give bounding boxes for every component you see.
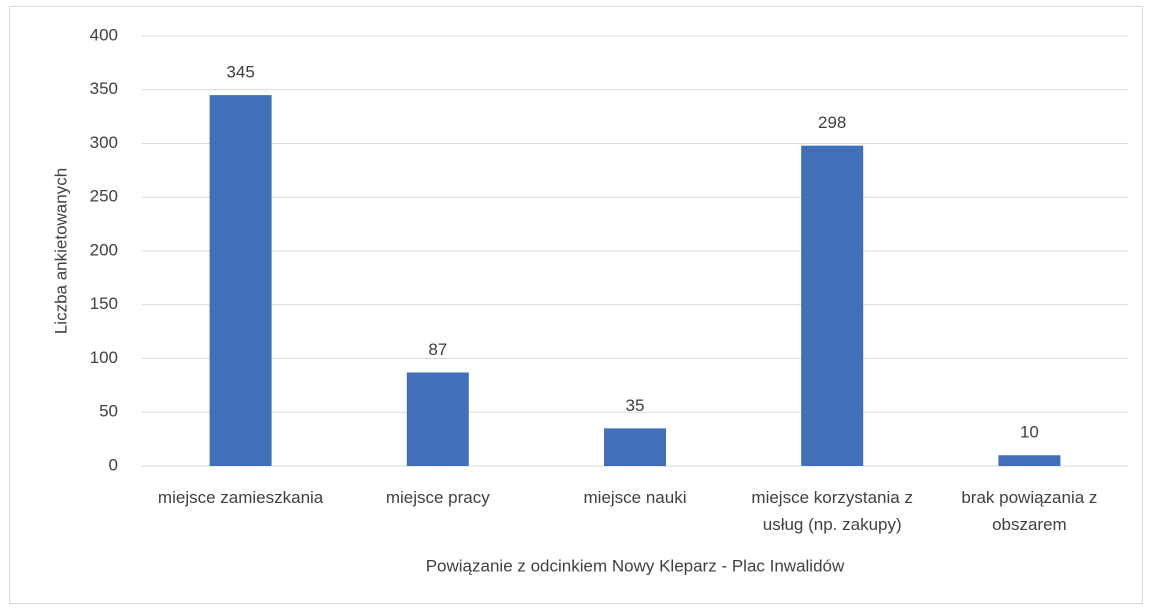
y-tick-label: 200	[90, 240, 118, 259]
data-label: 35	[626, 396, 645, 415]
x-tick-label: miejsce pracy	[385, 488, 490, 507]
bar	[406, 372, 469, 466]
bar	[604, 428, 666, 466]
y-tick-label: 350	[90, 79, 118, 98]
y-tick-label: 100	[90, 348, 118, 367]
y-tick-label: 400	[90, 25, 118, 44]
y-tick-label: 250	[90, 187, 118, 206]
x-tick-label: miejsce nauki	[583, 488, 687, 507]
data-label: 298	[818, 113, 846, 132]
x-axis-title: Powiązanie z odcinkiem Nowy Kleparz - Pl…	[426, 556, 845, 575]
x-tick-label: miejsce zamieszkania	[157, 488, 324, 507]
bar	[998, 455, 1061, 466]
x-tick-label: miejsce korzystania z usług (np. zakupy)	[751, 488, 913, 534]
bar	[209, 95, 272, 466]
y-tick-label: 0	[109, 455, 118, 474]
y-tick-label: 300	[90, 133, 118, 152]
data-label: 87	[428, 340, 447, 359]
x-tick-label: brak powiązania z obszarem	[961, 488, 1098, 534]
y-tick-label: 150	[90, 294, 118, 313]
bar	[801, 145, 864, 466]
y-tick-label: 50	[99, 402, 118, 421]
data-label: 345	[226, 63, 254, 82]
data-label: 10	[1020, 423, 1039, 442]
y-axis-title: Liczba ankietowanych	[51, 168, 70, 334]
